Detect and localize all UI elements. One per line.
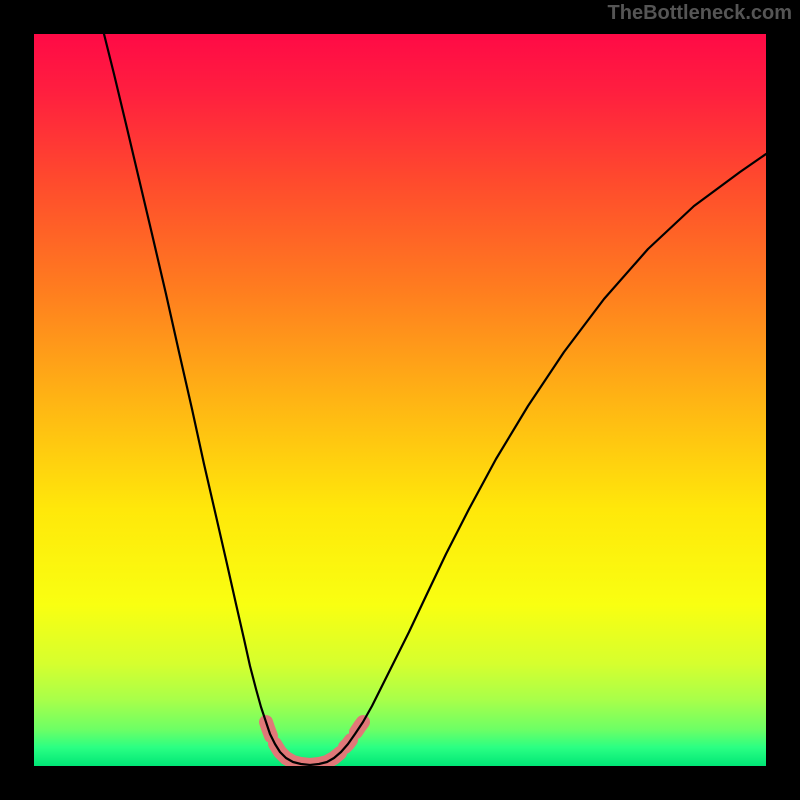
chart-svg — [34, 34, 766, 766]
plot-area — [34, 34, 766, 766]
watermark-text: TheBottleneck.com — [608, 2, 792, 25]
chart-background — [34, 34, 766, 766]
